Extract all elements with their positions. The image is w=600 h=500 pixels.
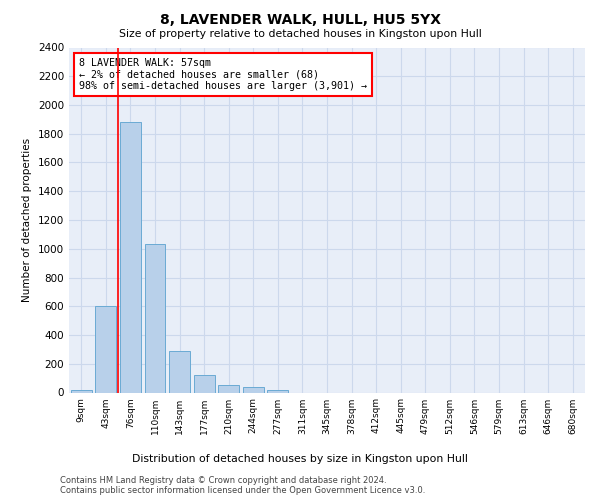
Bar xyxy=(71,390,92,392)
Text: Distribution of detached houses by size in Kingston upon Hull: Distribution of detached houses by size … xyxy=(132,454,468,464)
Bar xyxy=(243,388,264,392)
Bar xyxy=(169,351,190,393)
Bar xyxy=(120,122,141,392)
Bar xyxy=(145,244,166,392)
Text: Size of property relative to detached houses in Kingston upon Hull: Size of property relative to detached ho… xyxy=(119,29,481,39)
Text: Contains HM Land Registry data © Crown copyright and database right 2024.: Contains HM Land Registry data © Crown c… xyxy=(60,476,386,485)
Text: 8, LAVENDER WALK, HULL, HU5 5YX: 8, LAVENDER WALK, HULL, HU5 5YX xyxy=(160,12,440,26)
Text: 8 LAVENDER WALK: 57sqm
← 2% of detached houses are smaller (68)
98% of semi-deta: 8 LAVENDER WALK: 57sqm ← 2% of detached … xyxy=(79,58,367,91)
Bar xyxy=(268,390,289,392)
Text: Contains public sector information licensed under the Open Government Licence v3: Contains public sector information licen… xyxy=(60,486,425,495)
Y-axis label: Number of detached properties: Number of detached properties xyxy=(22,138,32,302)
Bar xyxy=(218,386,239,392)
Bar xyxy=(95,306,116,392)
Bar xyxy=(194,375,215,392)
